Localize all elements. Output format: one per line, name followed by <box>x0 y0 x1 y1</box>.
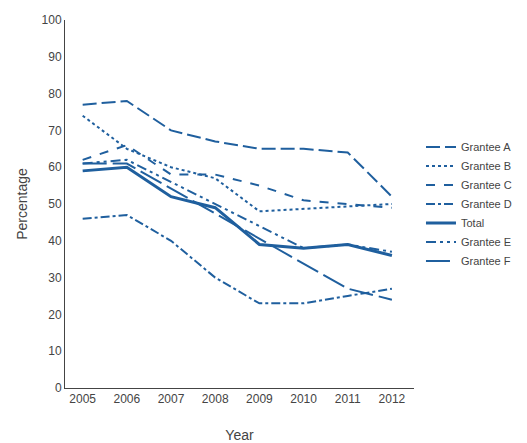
svg-text:Grantee C: Grantee C <box>461 179 512 191</box>
svg-text:Percentage: Percentage <box>14 168 30 240</box>
svg-text:40: 40 <box>48 234 62 248</box>
svg-text:20: 20 <box>48 308 62 322</box>
svg-text:80: 80 <box>48 87 62 101</box>
svg-text:2005: 2005 <box>69 392 96 406</box>
svg-text:70: 70 <box>48 124 62 138</box>
svg-text:Grantee E: Grantee E <box>461 236 511 248</box>
svg-text:2009: 2009 <box>246 392 273 406</box>
svg-text:Total: Total <box>461 217 484 229</box>
svg-text:2006: 2006 <box>113 392 140 406</box>
svg-text:30: 30 <box>48 271 62 285</box>
svg-text:Grantee B: Grantee B <box>461 160 511 172</box>
svg-text:50: 50 <box>48 197 62 211</box>
svg-text:2007: 2007 <box>158 392 185 406</box>
svg-text:90: 90 <box>48 50 62 64</box>
svg-text:2012: 2012 <box>379 392 406 406</box>
svg-text:60: 60 <box>48 160 62 174</box>
svg-text:2011: 2011 <box>335 392 361 406</box>
svg-text:100: 100 <box>42 13 62 27</box>
svg-text:2008: 2008 <box>202 392 229 406</box>
svg-text:10: 10 <box>48 344 62 358</box>
svg-text:Grantee D: Grantee D <box>461 198 512 210</box>
svg-text:Grantee A: Grantee A <box>461 141 511 153</box>
svg-text:0: 0 <box>55 381 62 395</box>
svg-text:2010: 2010 <box>290 392 317 406</box>
svg-text:Year: Year <box>225 427 254 443</box>
svg-text:Grantee F: Grantee F <box>461 255 511 267</box>
